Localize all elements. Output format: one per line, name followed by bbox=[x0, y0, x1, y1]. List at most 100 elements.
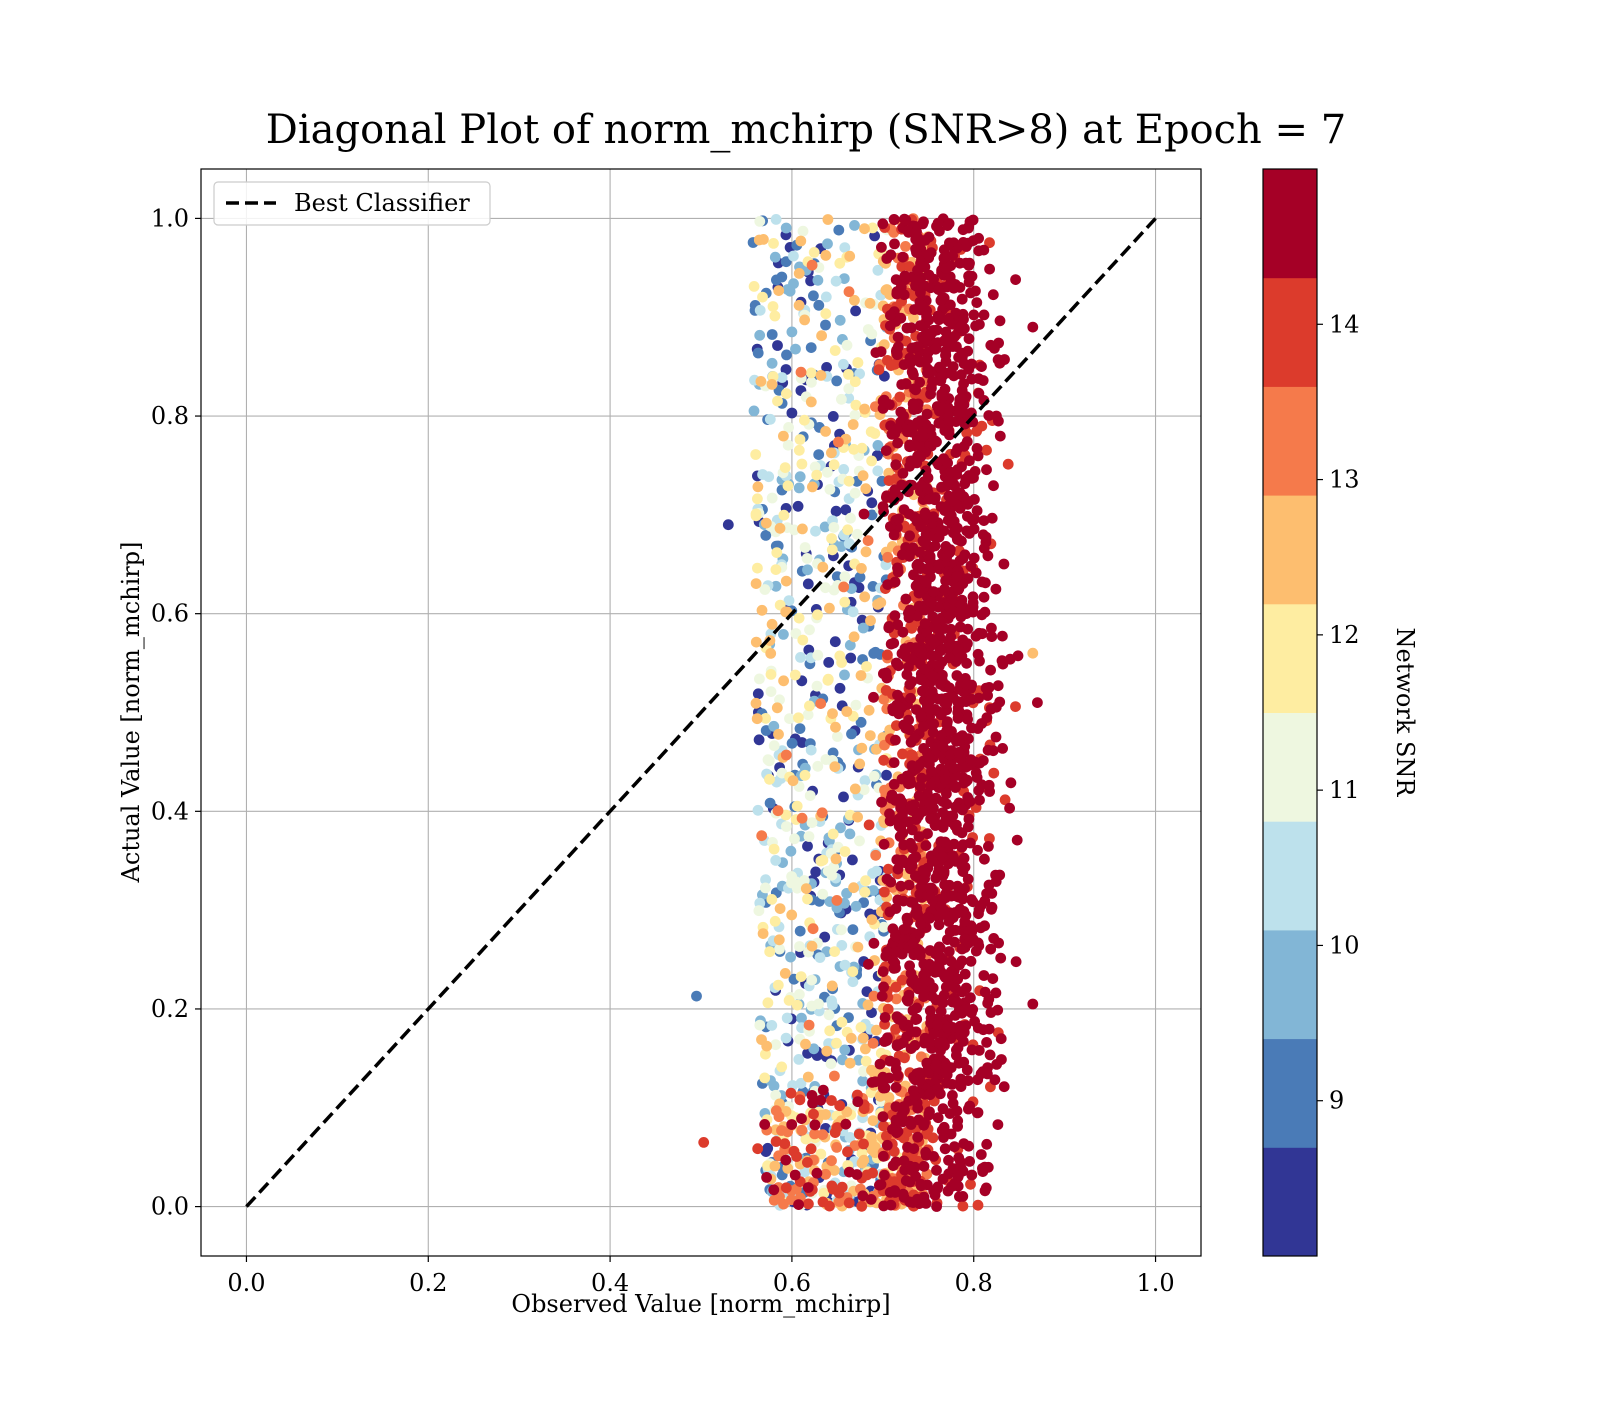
colorbar: 9 10 11 12 13 14 bbox=[1262, 168, 1360, 1257]
scatter-point bbox=[955, 393, 967, 404]
scatter-point bbox=[951, 1044, 962, 1056]
scatter-point bbox=[764, 797, 776, 809]
scatter-point bbox=[867, 222, 878, 234]
scatter-point bbox=[956, 461, 967, 473]
scatter-point bbox=[931, 1019, 943, 1031]
scatter-point bbox=[857, 622, 869, 634]
scatter-point bbox=[754, 673, 765, 685]
scatter-point bbox=[974, 757, 986, 769]
scatter-point bbox=[795, 235, 807, 247]
scatter-point bbox=[842, 524, 854, 536]
scatter-point bbox=[924, 958, 935, 970]
scatter-point bbox=[919, 235, 931, 246]
scatter-point bbox=[868, 691, 879, 703]
scatter-point bbox=[890, 962, 901, 974]
scatter-point bbox=[942, 220, 953, 232]
scatter-point bbox=[826, 980, 838, 992]
scatter-point bbox=[945, 609, 956, 621]
scatter-point bbox=[807, 481, 818, 493]
scatter-point bbox=[1027, 998, 1039, 1010]
scatter-point bbox=[770, 855, 782, 866]
scatter-point bbox=[834, 1100, 846, 1112]
scatter-point bbox=[954, 487, 966, 499]
scatter-point bbox=[981, 444, 992, 456]
scatter-point bbox=[877, 1111, 889, 1123]
scatter-point bbox=[890, 734, 901, 746]
scatter-point bbox=[874, 1090, 886, 1102]
scatter-point bbox=[913, 831, 925, 843]
scatter-point bbox=[782, 1163, 794, 1174]
scatter-point bbox=[770, 564, 782, 575]
scatter-point bbox=[899, 522, 911, 533]
scatter-point bbox=[796, 1124, 808, 1136]
scatter-point bbox=[878, 693, 890, 705]
scatter-point bbox=[820, 426, 831, 437]
scatter-point bbox=[844, 639, 856, 651]
scatter-point bbox=[791, 999, 803, 1011]
scatter-point bbox=[806, 974, 818, 986]
scatter-point bbox=[972, 844, 983, 856]
scatter-point bbox=[992, 1119, 1004, 1130]
scatter-point bbox=[905, 692, 916, 704]
scatter-point bbox=[857, 1075, 869, 1087]
scatter-point bbox=[827, 411, 839, 422]
x-tick-label: 0.8 bbox=[955, 1269, 993, 1297]
scatter-point bbox=[874, 1058, 886, 1070]
scatter-point bbox=[887, 1160, 899, 1171]
scatter-point bbox=[769, 1160, 781, 1172]
scatter-point bbox=[791, 1151, 802, 1162]
scatter-point bbox=[934, 1088, 946, 1100]
scatter-point bbox=[911, 560, 923, 571]
scatter-point bbox=[829, 761, 841, 773]
scatter-point bbox=[892, 894, 904, 906]
scatter-point bbox=[815, 698, 827, 709]
scatter-point bbox=[981, 1037, 992, 1048]
scatter-point bbox=[904, 960, 915, 972]
scatter-point bbox=[919, 604, 931, 616]
scatter-point bbox=[834, 682, 846, 694]
scatter-point bbox=[751, 713, 763, 725]
scatter-point bbox=[883, 622, 895, 634]
scatter-point bbox=[885, 360, 897, 371]
scatter-point bbox=[794, 925, 806, 937]
scatter-point bbox=[773, 728, 784, 740]
scatter-point bbox=[952, 1121, 963, 1132]
scatter-point bbox=[978, 591, 990, 603]
scatter-point bbox=[987, 289, 999, 301]
colorbar-segment bbox=[1263, 1147, 1317, 1257]
scatter-point bbox=[911, 908, 923, 919]
scatter-point bbox=[824, 602, 835, 614]
scatter-point bbox=[881, 769, 892, 781]
y-axis-ticks: 0.0 0.2 0.4 0.6 0.8 1.0 bbox=[151, 204, 201, 1221]
scatter-point bbox=[768, 740, 780, 752]
scatter-point bbox=[826, 447, 837, 459]
scatter-point bbox=[832, 731, 843, 742]
scatter-point bbox=[772, 340, 783, 351]
colorbar-segment bbox=[1263, 169, 1317, 279]
scatter-point bbox=[803, 831, 815, 842]
scatter-point bbox=[965, 560, 977, 572]
scatter-point bbox=[865, 1194, 877, 1205]
scatter-point bbox=[855, 670, 867, 681]
scatter-point bbox=[886, 789, 898, 801]
reference-line-layer bbox=[245, 217, 1157, 1208]
scatter-point bbox=[906, 1026, 917, 1038]
scatter-point bbox=[902, 995, 914, 1007]
scatter-point bbox=[945, 1062, 957, 1074]
scatter-point bbox=[850, 399, 862, 411]
scatter-point bbox=[754, 304, 766, 316]
scatter-point bbox=[893, 660, 904, 672]
colorbar-tick-label: 11 bbox=[1329, 776, 1360, 804]
scatter-point bbox=[950, 856, 962, 867]
scatter-point bbox=[890, 946, 902, 958]
scatter-point bbox=[787, 775, 799, 787]
scatter-point bbox=[892, 1070, 904, 1082]
scatter-point bbox=[960, 776, 972, 787]
scatter-point bbox=[826, 1095, 837, 1106]
scatter-point bbox=[820, 319, 831, 331]
scatter-point bbox=[839, 571, 851, 583]
scatter-point bbox=[803, 1019, 815, 1031]
scatter-point bbox=[918, 721, 929, 732]
scatter-point bbox=[866, 914, 878, 925]
scatter-point bbox=[843, 475, 855, 487]
